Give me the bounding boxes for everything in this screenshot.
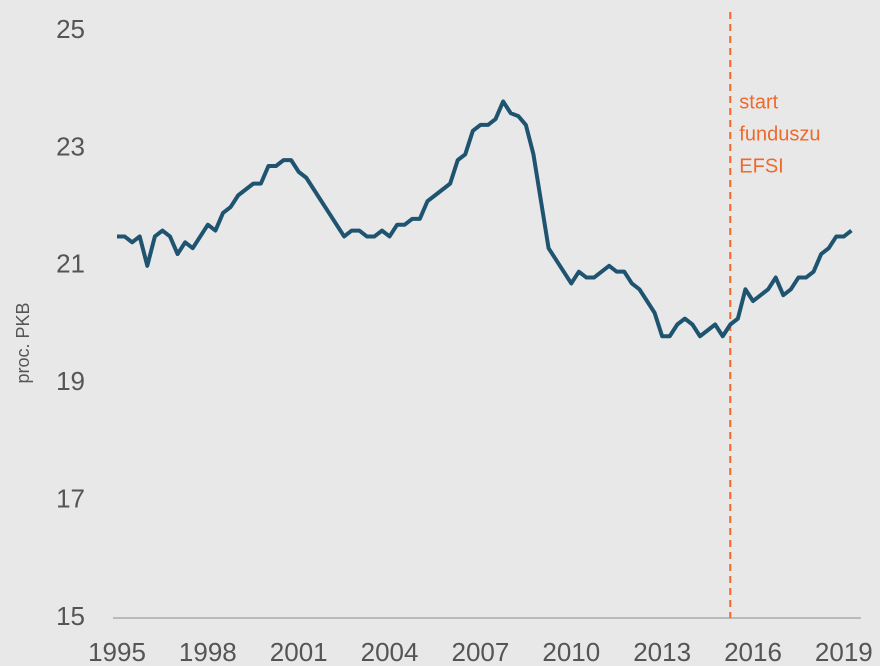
x-tick-label: 1998 xyxy=(179,637,237,666)
x-tick-label: 1995 xyxy=(88,637,146,666)
x-tick-label: 2016 xyxy=(724,637,782,666)
series-line xyxy=(117,99,853,339)
x-tick-label: 2013 xyxy=(633,637,691,666)
y-tick-label: 15 xyxy=(56,601,85,631)
annotation-text: start xyxy=(739,91,778,113)
y-tick-label: 25 xyxy=(56,14,85,44)
y-axis-label: proc. PKB xyxy=(13,302,33,383)
x-tick-label: 2001 xyxy=(270,637,328,666)
annotation-text: funduszu xyxy=(739,123,820,145)
x-tick-label: 2007 xyxy=(452,637,510,666)
x-tick-label: 2004 xyxy=(361,637,419,666)
y-tick-label: 21 xyxy=(56,249,85,279)
x-tick-label: 2010 xyxy=(542,637,600,666)
y-tick-label: 17 xyxy=(56,483,85,513)
y-tick-label: 23 xyxy=(56,131,85,161)
y-tick-label: 19 xyxy=(56,366,85,396)
annotation-text: EFSI xyxy=(739,155,783,177)
x-tick-label: 2019 xyxy=(815,637,873,666)
